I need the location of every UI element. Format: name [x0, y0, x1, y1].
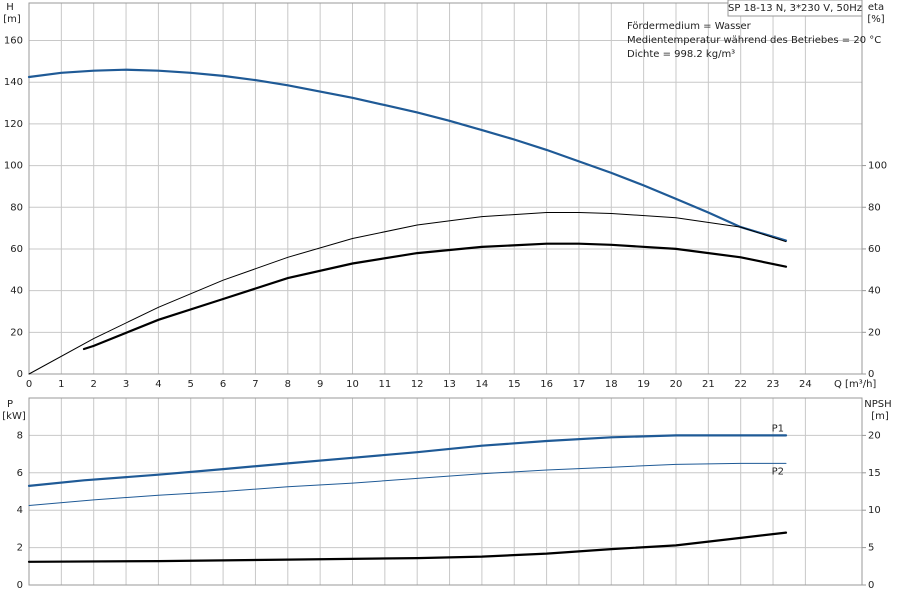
y-tick-label: 140 [4, 77, 23, 88]
x-tick-label: 7 [252, 379, 258, 390]
y2-tick-label: 0 [868, 580, 874, 591]
x-tick-label: 5 [188, 379, 194, 390]
x-tick-label: 18 [605, 379, 618, 390]
y2-tick-label: 10 [868, 505, 881, 516]
y-tick-label: 40 [10, 286, 23, 297]
plot-area [29, 3, 862, 374]
y-axis-unit: [kW] [2, 411, 26, 422]
y2-tick-label: 5 [868, 543, 874, 554]
curve-label: P1 [772, 423, 784, 434]
y2-axis-unit: [m] [871, 411, 889, 422]
plot-frame [28, 2, 863, 375]
x-tick-label: 11 [378, 379, 391, 390]
y-tick-label: 2 [17, 543, 23, 554]
y-axis-unit: [m] [3, 14, 21, 25]
x-tick-label: 12 [411, 379, 424, 390]
curve [27, 68, 788, 242]
y-tick-label: 120 [4, 119, 23, 130]
y2-axis-unit: [%] [867, 14, 884, 25]
y-tick-label: 60 [10, 244, 23, 255]
y2-tick-label: 20 [868, 430, 881, 441]
y-tick-label: 4 [17, 505, 23, 516]
y2-tick-label: 20 [868, 327, 881, 338]
y-tick-label: 8 [17, 430, 23, 441]
y2-tick-label: 40 [868, 286, 881, 297]
x-tick-label: 8 [285, 379, 291, 390]
x-tick-label: 1 [58, 379, 64, 390]
curve [28, 212, 787, 375]
chart-title: SP 18-13 N, 3*230 V, 50Hz [728, 3, 862, 14]
curve [27, 434, 788, 487]
curve [28, 462, 787, 506]
y2-tick-label: 0 [868, 369, 874, 380]
y-axis-label: P [7, 399, 13, 410]
x-tick-label: 22 [734, 379, 747, 390]
plot-area [29, 398, 862, 585]
y-tick-label: 160 [4, 36, 23, 47]
annotation: Medientemperatur während des Betriebes =… [627, 35, 881, 46]
x-tick-label: 19 [637, 379, 650, 390]
y-axis-label: H [6, 2, 14, 13]
x-tick-label: 10 [346, 379, 359, 390]
x-tick-label: 21 [702, 379, 715, 390]
y2-tick-label: 80 [868, 202, 881, 213]
x-tick-label: 6 [220, 379, 226, 390]
y2-tick-label: 60 [868, 244, 881, 255]
curve [27, 531, 788, 563]
x-tick-label: 24 [799, 379, 812, 390]
x-tick-label: 2 [91, 379, 97, 390]
y-tick-label: 80 [10, 202, 23, 213]
y2-axis-label: NPSH [864, 399, 891, 410]
y-tick-label: 6 [17, 468, 23, 479]
title-box [727, 0, 863, 17]
y2-axis-label: eta [868, 2, 884, 13]
plot-frame [28, 397, 863, 586]
x-tick-label: 4 [155, 379, 161, 390]
y2-tick-label: 15 [868, 468, 881, 479]
x-tick-label: 9 [317, 379, 323, 390]
curve [82, 242, 788, 351]
x-tick-label: 0 [26, 379, 32, 390]
annotation: Fördermedium = Wasser [627, 21, 752, 32]
x-tick-label: 23 [767, 379, 780, 390]
x-tick-label: 3 [123, 379, 129, 390]
x-tick-label: 14 [476, 379, 489, 390]
y-tick-label: 100 [4, 161, 23, 172]
annotation: Dichte = 998.2 kg/m³ [627, 49, 735, 60]
x-axis-label: Q [m³/h] [834, 379, 876, 390]
y2-tick-label: 100 [868, 161, 887, 172]
x-tick-label: 13 [443, 379, 456, 390]
x-tick-label: 17 [573, 379, 586, 390]
x-tick-label: 15 [508, 379, 521, 390]
x-tick-label: 16 [540, 379, 553, 390]
y-tick-label: 0 [17, 369, 23, 380]
y-tick-label: 0 [17, 580, 23, 591]
x-tick-label: 20 [670, 379, 683, 390]
curve-label: P2 [772, 466, 784, 477]
y-tick-label: 20 [10, 327, 23, 338]
